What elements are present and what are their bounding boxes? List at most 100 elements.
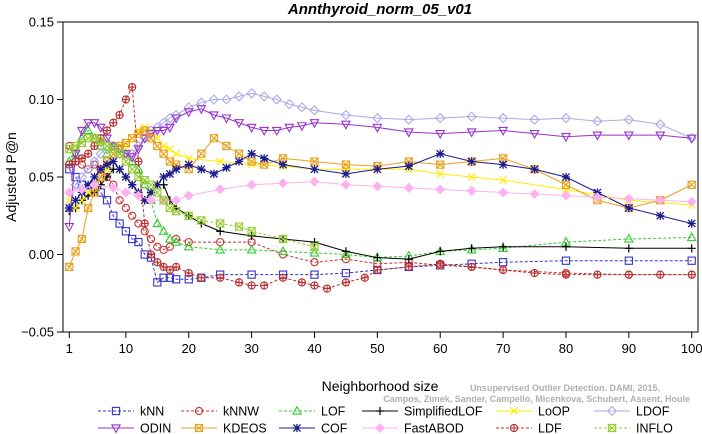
data-point bbox=[170, 109, 182, 121]
data-point bbox=[215, 219, 226, 228]
data-point bbox=[436, 160, 445, 169]
legend-label: INFLO bbox=[636, 422, 673, 434]
data-point bbox=[435, 129, 446, 140]
data-point bbox=[467, 157, 476, 166]
data-point bbox=[216, 157, 225, 166]
data-point bbox=[561, 172, 571, 182]
data-point bbox=[624, 244, 633, 253]
data-point bbox=[90, 172, 99, 182]
data-point bbox=[310, 270, 319, 279]
legend-item-ldf: LDF bbox=[496, 422, 562, 434]
data-point bbox=[310, 281, 319, 290]
x-tick-label: 1 bbox=[66, 341, 73, 356]
data-point bbox=[498, 154, 508, 163]
data-point bbox=[115, 165, 124, 174]
data-point bbox=[498, 126, 509, 137]
data-point bbox=[498, 160, 508, 169]
data-point bbox=[64, 187, 75, 198]
data-point bbox=[560, 133, 571, 143]
data-point bbox=[284, 98, 295, 110]
data-point bbox=[466, 185, 477, 196]
x-tick-label: 50 bbox=[370, 341, 384, 356]
data-point bbox=[340, 179, 351, 190]
data-point bbox=[623, 131, 634, 141]
data-point bbox=[278, 273, 288, 282]
plot-area bbox=[63, 22, 698, 332]
data-point bbox=[76, 184, 87, 195]
legend-label: LDOF bbox=[636, 405, 670, 419]
legend-item-cof: COF bbox=[279, 422, 348, 434]
data-point bbox=[247, 281, 256, 290]
legend-marker bbox=[509, 423, 519, 433]
data-point bbox=[593, 270, 602, 279]
data-point bbox=[687, 256, 696, 265]
legend-marker bbox=[110, 424, 122, 434]
data-point bbox=[404, 255, 413, 264]
data-point bbox=[234, 149, 244, 158]
data-point bbox=[372, 112, 383, 124]
data-point bbox=[655, 195, 666, 206]
x-tick-label: 70 bbox=[496, 341, 510, 356]
legend-label: COF bbox=[321, 422, 348, 434]
y-tick-label: 0.00 bbox=[29, 247, 54, 262]
data-point bbox=[127, 165, 138, 174]
data-point bbox=[233, 91, 245, 102]
data-point bbox=[153, 180, 162, 189]
data-point bbox=[158, 225, 169, 235]
data-point bbox=[70, 150, 81, 160]
data-point bbox=[309, 247, 320, 257]
data-point bbox=[146, 250, 156, 259]
data-point bbox=[246, 88, 257, 99]
data-point bbox=[655, 131, 666, 141]
data-point bbox=[153, 258, 162, 267]
data-point bbox=[247, 149, 256, 158]
data-point bbox=[530, 268, 539, 278]
legend-marker bbox=[509, 406, 519, 416]
data-point bbox=[373, 265, 382, 275]
data-point bbox=[623, 233, 634, 243]
data-point bbox=[108, 182, 119, 193]
credit-line-2: Campos, Zimek, Sander, Campello, Micenko… bbox=[383, 394, 690, 404]
x-tick-label: 30 bbox=[244, 341, 258, 356]
data-point bbox=[84, 180, 93, 189]
data-point bbox=[121, 203, 131, 213]
data-point bbox=[309, 119, 320, 129]
data-point bbox=[140, 196, 149, 205]
data-point bbox=[196, 97, 207, 108]
data-point bbox=[592, 192, 603, 203]
series-layer bbox=[64, 82, 697, 293]
data-point bbox=[530, 165, 539, 174]
data-point bbox=[403, 114, 414, 125]
data-point bbox=[121, 172, 130, 182]
data-point bbox=[341, 169, 351, 178]
data-point bbox=[171, 195, 182, 206]
series-line-lof bbox=[68, 129, 692, 259]
data-point bbox=[95, 123, 106, 133]
data-point bbox=[96, 165, 105, 174]
data-point bbox=[152, 188, 163, 197]
data-point bbox=[133, 190, 144, 201]
x-tick-label: 90 bbox=[622, 341, 636, 356]
data-point bbox=[278, 160, 288, 169]
data-point bbox=[184, 160, 193, 169]
credit-line-1: Unsupervised Outlier Detection. DAMI, 20… bbox=[470, 383, 660, 393]
data-point bbox=[127, 155, 138, 166]
data-point bbox=[687, 219, 696, 228]
data-point bbox=[183, 211, 194, 220]
data-point bbox=[102, 126, 112, 135]
data-point bbox=[71, 196, 80, 205]
series-inflo bbox=[64, 134, 320, 251]
data-point bbox=[146, 195, 156, 206]
y-tick-label: 0.10 bbox=[29, 92, 54, 107]
data-point bbox=[197, 273, 206, 282]
data-point bbox=[340, 109, 352, 121]
data-point bbox=[83, 119, 94, 129]
data-point bbox=[146, 188, 156, 197]
legend-marker bbox=[111, 406, 121, 416]
data-point bbox=[341, 254, 351, 264]
data-point bbox=[310, 258, 319, 267]
data-point bbox=[121, 95, 131, 104]
legend-label: LOF bbox=[321, 405, 346, 419]
data-point bbox=[89, 119, 100, 129]
data-point bbox=[133, 163, 144, 173]
